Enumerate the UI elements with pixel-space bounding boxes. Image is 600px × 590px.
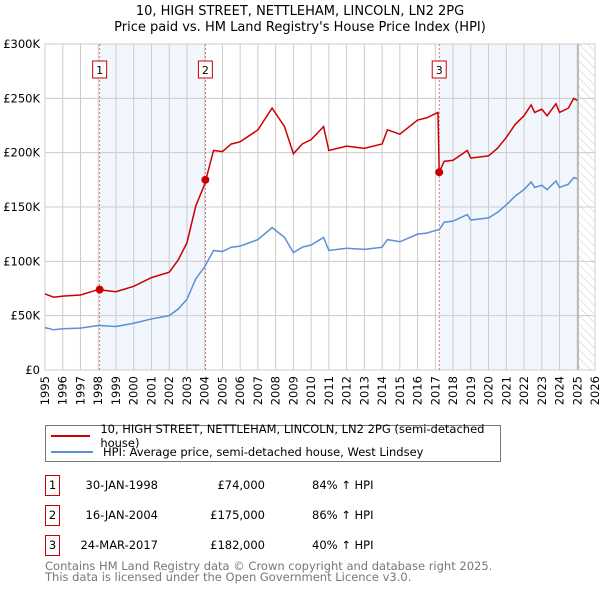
transaction-price: £175,000 — [210, 508, 265, 522]
plot-frame — [44, 43, 596, 371]
x-tick-label: 1995 — [38, 376, 52, 405]
x-tick-label: 2011 — [322, 376, 336, 405]
transaction-hpi: 86% ↑ HPI — [312, 508, 374, 522]
sale-point — [95, 285, 104, 294]
x-tick-label: 1999 — [109, 376, 123, 405]
chart-subtitle: Price paid vs. HM Land Registry's House … — [114, 20, 486, 35]
sale-label-box — [197, 60, 213, 79]
legend: 10, HIGH STREET, NETTLEHAM, LINCOLN, LN2… — [45, 422, 501, 462]
x-tick-label: 2004 — [198, 376, 212, 405]
transaction-date: 16-JAN-2004 — [85, 508, 159, 522]
x-tick-label: 2023 — [535, 376, 549, 405]
x-tick-label: 2006 — [233, 376, 247, 405]
x-tick-label: 2009 — [286, 376, 300, 405]
property-price-line — [44, 97, 578, 298]
price-chart: 1995 1996 1997 1998 1999 2000 2001 2002 2003 2004… — [3, 37, 600, 405]
x-tick-label: 2015 — [393, 376, 407, 405]
transaction-number: 2 — [45, 505, 60, 526]
x-tick-label: 2013 — [357, 376, 371, 405]
x-tick-label: 2022 — [517, 376, 531, 405]
chart-title: 10, HIGH STREET, NETTLEHAM, LINCOLN, LN2… — [135, 4, 465, 19]
y-tick-label: £300K — [3, 37, 40, 51]
legend-swatch-red — [51, 435, 91, 437]
sale-label-box — [431, 60, 447, 79]
x-tick-label: 2001 — [144, 376, 158, 405]
transaction-date: 24-MAR-2017 — [80, 538, 158, 552]
transaction-hpi: 40% ↑ HPI — [312, 538, 374, 552]
x-tick-label: 1997 — [73, 376, 87, 405]
sale-label: 1 — [96, 64, 103, 77]
x-tick-label: 2007 — [251, 376, 265, 405]
x-tick-label: 2016 — [411, 376, 425, 405]
x-tick-label: 2026 — [588, 376, 600, 405]
x-tick-label: 2002 — [162, 376, 176, 405]
x-tick-label: 2008 — [269, 376, 283, 405]
y-tick-label: £0 — [25, 363, 40, 377]
x-tick-label: 2025 — [570, 376, 584, 405]
x-tick-label: 2000 — [127, 376, 141, 405]
x-tick-label: 2020 — [482, 376, 496, 405]
y-tick-label: £250K — [3, 91, 40, 105]
sale-label: 3 — [436, 64, 443, 77]
footer-copyright: Contains HM Land Registry data © Crown c… — [45, 559, 493, 573]
sale-point — [435, 168, 444, 177]
x-tick-label: 2018 — [446, 376, 460, 405]
x-tick-label: 2010 — [304, 376, 318, 405]
legend-label: 10, HIGH STREET, NETTLEHAM, LINCOLN, LN2… — [100, 422, 485, 450]
y-tick-label: £150K — [3, 200, 40, 214]
transaction-date: 30-JAN-1998 — [85, 478, 159, 492]
legend-swatch-blue — [51, 451, 93, 453]
x-tick-label: 1996 — [56, 376, 70, 405]
x-tick-label: 1998 — [91, 376, 105, 405]
y-tick-label: £200K — [3, 146, 40, 160]
transaction-number: 1 — [45, 475, 60, 496]
y-tick-label: £100K — [3, 254, 40, 268]
transaction-number: 3 — [45, 535, 60, 556]
x-tick-label: 2014 — [375, 376, 389, 405]
hpi-line — [44, 176, 578, 331]
x-tick-label: 2024 — [553, 376, 567, 405]
x-tick-label: 2017 — [428, 376, 442, 405]
x-tick-label: 2019 — [464, 376, 478, 405]
sale-point — [201, 175, 210, 184]
x-tick-label: 2021 — [499, 376, 513, 405]
legend-item-hpi: HPI: Average price, semi-detached house,… — [51, 444, 423, 460]
transaction-price: £74,000 — [217, 478, 265, 492]
sale-label: 2 — [202, 64, 209, 77]
x-tick-label: 2003 — [180, 376, 194, 405]
legend-item-property: 10, HIGH STREET, NETTLEHAM, LINCOLN, LN2… — [51, 422, 500, 450]
transaction-hpi: 84% ↑ HPI — [312, 478, 374, 492]
legend-label: HPI: Average price, semi-detached house,… — [103, 445, 424, 459]
x-tick-label: 2012 — [340, 376, 354, 405]
transaction-price: £182,000 — [210, 538, 265, 552]
y-tick-label: £50K — [11, 309, 41, 323]
x-tick-label: 2005 — [215, 376, 229, 405]
footer-licence: This data is licensed under the Open Gov… — [45, 570, 412, 584]
sale-label-box — [92, 60, 108, 79]
